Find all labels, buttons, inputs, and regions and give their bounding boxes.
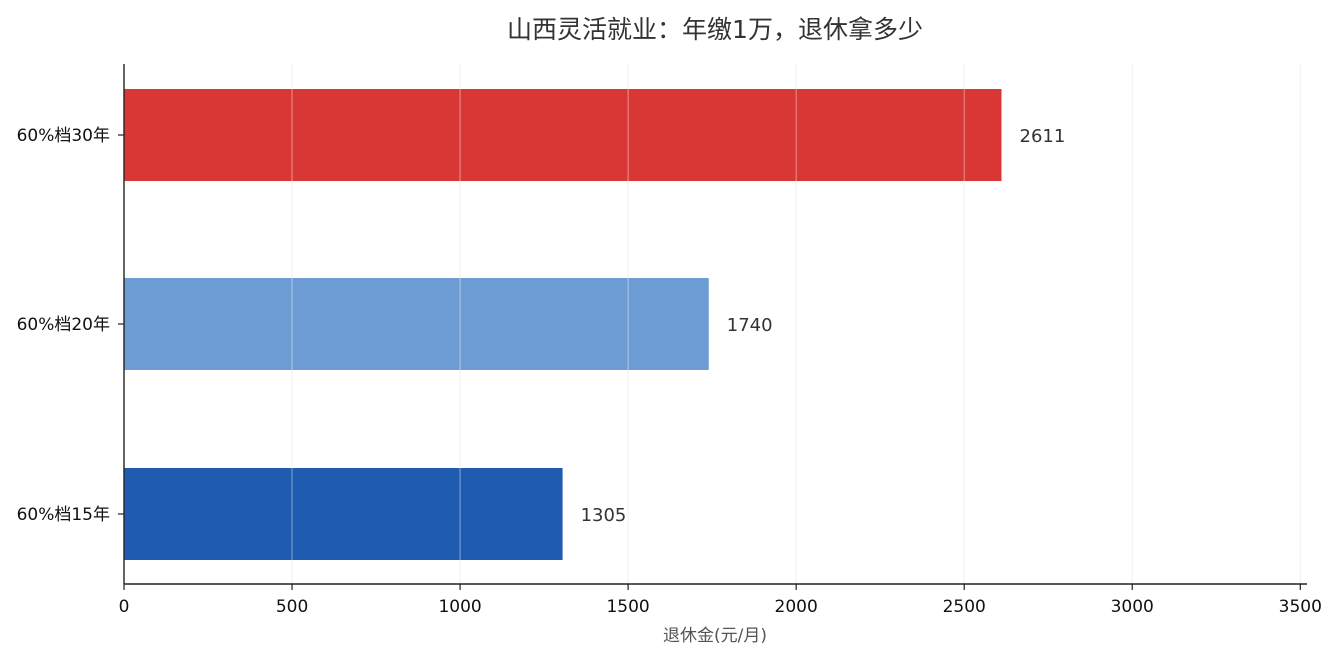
x-axis-ticks: 0 500 1000 1500 2000 2500 3000 3500 xyxy=(119,584,1322,617)
data-label-0: 2611 xyxy=(1020,126,1066,147)
x-tick-label-1: 500 xyxy=(276,597,308,617)
x-tick-label-5: 2500 xyxy=(943,597,986,617)
bar-0 xyxy=(124,89,1002,181)
bar-1 xyxy=(124,278,709,370)
bars xyxy=(124,64,1301,584)
x-tick-label-4: 2000 xyxy=(775,597,818,617)
y-tick-label-0: 60%档30年 xyxy=(17,126,110,146)
bar-2 xyxy=(124,468,563,560)
y-tick-label-1: 60%档20年 xyxy=(17,315,110,335)
x-axis-title: 退休金(元/月) xyxy=(663,626,767,646)
data-label-1: 1740 xyxy=(727,315,773,336)
x-tick-label-0: 0 xyxy=(119,597,130,617)
data-labels: 2611 1740 1305 xyxy=(581,126,1066,526)
y-axis-ticks: 60%档30年 60%档20年 60%档15年 xyxy=(17,126,124,525)
x-tick-label-7: 3500 xyxy=(1279,597,1322,617)
y-tick-label-2: 60%档15年 xyxy=(17,505,110,525)
x-tick-label-3: 1500 xyxy=(606,597,649,617)
x-tick-label-2: 1000 xyxy=(438,597,481,617)
x-tick-label-6: 3000 xyxy=(1111,597,1154,617)
data-label-2: 1305 xyxy=(581,505,627,526)
chart-title: 山西灵活就业：年缴1万，退休拿多少 xyxy=(507,15,923,44)
